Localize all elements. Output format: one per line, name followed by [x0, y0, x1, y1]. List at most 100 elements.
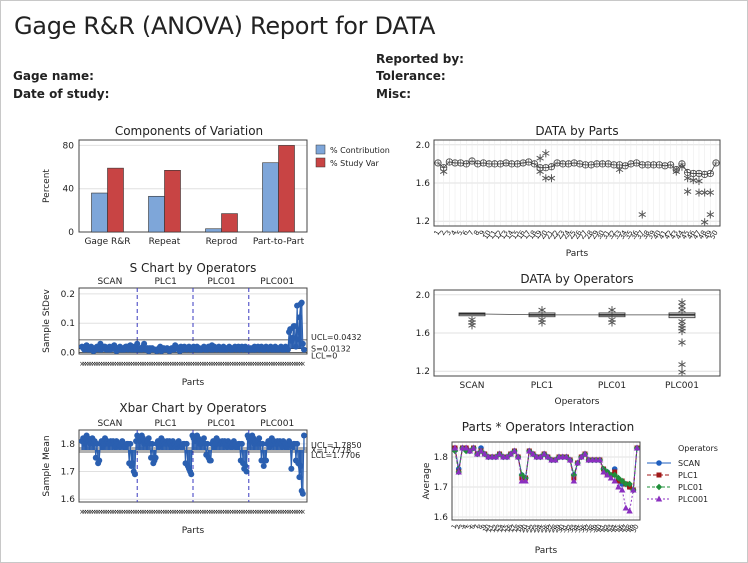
x-tick-mark-s-chart: ×	[249, 360, 255, 368]
data-by-parts-x-tick: 30	[595, 229, 606, 241]
x-tick-mark-xbar-chart: ×	[252, 508, 258, 516]
interaction-x-tick: 17	[507, 523, 518, 534]
components-x-tick: Reprod	[206, 237, 238, 247]
x-tick-mark-s-chart: ×	[180, 360, 186, 368]
interaction-x-tick: 42	[600, 523, 611, 534]
data-by-operators-x-tick: SCAN	[460, 381, 485, 391]
data-by-parts-mean-marker	[434, 159, 442, 167]
data-by-parts-x-tick: 46	[686, 229, 698, 241]
interaction-point	[618, 477, 626, 485]
data-by-parts-x-tick: 8	[472, 229, 481, 237]
components-x-tick: Gage R&R	[84, 237, 130, 247]
x-tick-mark-xbar-chart: ×	[141, 508, 147, 516]
outlier-stroke	[683, 189, 692, 195]
xbar-chart-point	[207, 457, 214, 464]
x-tick-mark-xbar-chart: ×	[178, 508, 184, 516]
x-tick-mark-s-chart: ×	[222, 360, 228, 368]
outlier-stroke	[536, 155, 544, 161]
x-tick-mark-s-chart: ×	[100, 360, 106, 368]
data-by-parts-x-tick: 32	[606, 229, 617, 241]
x-tick-mark-xbar-chart: ×	[107, 508, 113, 516]
interaction-legend-marker	[656, 472, 662, 478]
x-tick-mark-s-chart: ×	[171, 360, 177, 368]
x-tick-mark-s-chart: ×	[155, 360, 161, 368]
xbar-chart-point	[256, 435, 263, 442]
components-x-tick: Part-to-Part	[253, 237, 305, 247]
x-tick-mark-s-chart: ×	[148, 360, 154, 368]
data-by-parts-x-tick: 20	[538, 229, 549, 241]
interaction-x-tick: 7	[472, 523, 481, 531]
data-by-parts-mean-marker	[587, 161, 595, 169]
x-tick-mark-s-chart: ×	[208, 360, 214, 368]
data-by-parts-outlier	[547, 174, 556, 183]
data-by-parts-x-tick: 12	[493, 229, 504, 241]
x-tick-mark-xbar-chart: ×	[206, 508, 212, 516]
data-by-parts-x-tick: 49	[703, 229, 714, 241]
interaction-point	[578, 453, 585, 460]
xbar-chart-point	[152, 454, 159, 461]
interaction-x-tick: 43	[604, 523, 615, 534]
s-chart-y-tick: 0.0	[61, 349, 76, 359]
data-by-operators-plot-frame	[433, 289, 721, 377]
x-tick-mark-xbar-chart: ×	[164, 508, 170, 516]
xbar-chart-y-label: Sample Mean	[42, 435, 52, 496]
data-by-operators-median-line	[471, 313, 682, 316]
x-tick-mark-xbar-chart: ×	[272, 508, 278, 516]
x-tick-mark-xbar-chart: ×	[189, 508, 195, 516]
interaction-x-tick: 47	[619, 523, 630, 534]
data-by-parts-outlier	[536, 167, 544, 176]
x-tick-mark-xbar-chart: ×	[143, 508, 149, 516]
interaction-point	[626, 507, 633, 514]
data-by-parts-outlier	[700, 218, 709, 227]
data-by-parts-x-tick: 18	[527, 229, 538, 241]
interaction-x-tick: 33	[567, 523, 578, 534]
x-tick-mark-xbar-chart: ×	[84, 508, 90, 516]
x-tick-mark-s-chart: ×	[125, 360, 131, 368]
interaction-x-tick: 37	[581, 523, 592, 534]
x-tick-mark-xbar-chart: ×	[169, 508, 175, 516]
x-tick-mark-s-chart: ×	[192, 360, 198, 368]
data-by-parts-mean-marker	[564, 160, 573, 168]
data-by-parts-mean-marker	[474, 160, 482, 168]
x-tick-mark-xbar-chart: ×	[231, 508, 237, 516]
data-by-parts-mean-marker	[468, 157, 476, 165]
x-tick-mark-s-chart: ×	[265, 360, 271, 368]
xbar-chart-point	[243, 468, 250, 475]
interaction-legend-marker	[655, 495, 663, 502]
data-by-parts-x-tick: 38	[640, 229, 651, 241]
s-chart-point	[141, 340, 148, 347]
data-by-parts-x-tick: 24	[561, 229, 573, 241]
x-tick-mark-xbar-chart: ×	[104, 508, 110, 516]
misc-label: Misc:	[376, 87, 412, 101]
x-tick-mark-s-chart: ×	[194, 360, 200, 368]
components-bar	[91, 192, 108, 233]
interaction-point	[607, 474, 615, 481]
outlier-stroke	[700, 219, 709, 225]
x-tick-mark-xbar-chart: ×	[185, 508, 191, 516]
data-by-parts-outlier	[678, 162, 686, 171]
x-tick-mark-xbar-chart: ×	[247, 508, 253, 516]
x-tick-mark-xbar-chart: ×	[79, 508, 85, 516]
x-tick-mark-xbar-chart: ×	[275, 508, 281, 516]
components-bar	[107, 167, 124, 233]
components-bar	[221, 213, 238, 233]
x-tick-mark-xbar-chart: ×	[196, 508, 202, 516]
components-legend-swatch	[315, 144, 326, 155]
x-tick-mark-xbar-chart: ×	[111, 508, 117, 516]
data-by-operators-outlier	[538, 306, 546, 315]
data-by-parts-mean-marker	[576, 160, 584, 168]
xbar-chart-point	[96, 457, 103, 464]
x-tick-mark-xbar-chart: ×	[259, 508, 265, 516]
xbar-chart-point	[299, 490, 306, 497]
x-tick-mark-s-chart: ×	[91, 360, 97, 368]
components-title: Components of Variation	[115, 124, 263, 138]
x-tick-mark-xbar-chart: ×	[203, 508, 209, 516]
outlier-stroke	[678, 299, 686, 305]
interaction-x-tick: 40	[593, 523, 604, 534]
interaction-x-tick: 14	[496, 523, 507, 534]
x-tick-mark-s-chart: ×	[111, 360, 117, 368]
x-tick-mark-s-chart: ×	[127, 360, 133, 368]
x-tick-mark-xbar-chart: ×	[208, 508, 214, 516]
interaction-legend-label: PLC001	[678, 495, 708, 504]
data-by-parts-x-tick: 43	[669, 229, 680, 241]
